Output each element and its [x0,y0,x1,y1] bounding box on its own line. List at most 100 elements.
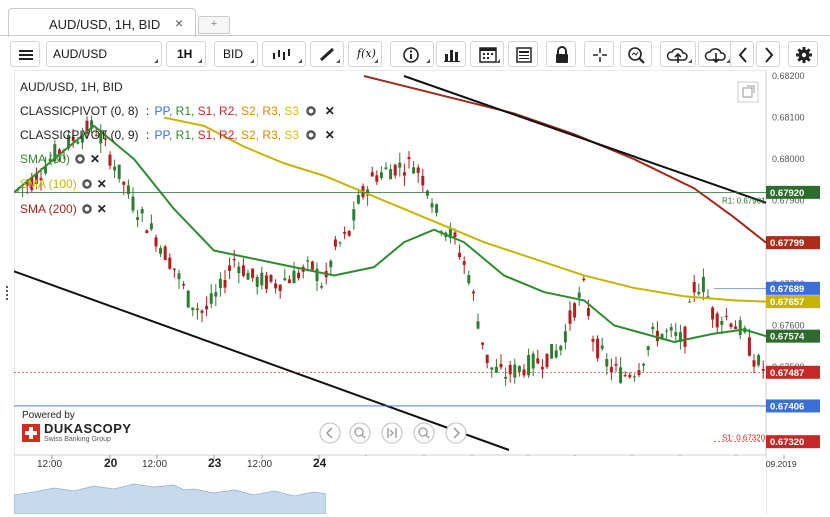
gear-icon[interactable] [305,105,318,117]
close-icon[interactable]: ✕ [324,128,335,142]
candle [559,344,563,356]
scroll-left-button[interactable] [730,41,754,67]
pivot-item-s1: S1, [197,104,220,118]
branding: Powered by DUKASCOPY Swiss Banking Group [22,410,132,444]
side-value: BID [223,47,244,61]
candle [21,186,25,198]
calendar-button[interactable] [470,41,504,67]
close-icon[interactable]: × [175,15,184,31]
legend-pivot-2[interactable]: CLASSICPIVOT (0, 9) : PP, R1, S1, R2, S2… [20,128,335,142]
candle [172,268,176,278]
close-icon[interactable]: ✕ [324,104,335,118]
channel-lower-line[interactable] [13,270,510,451]
price-badge: 0.67799 [766,236,820,250]
candle [255,274,259,295]
upload-button[interactable] [660,41,696,67]
candle [34,167,38,190]
scroll-right-button[interactable] [756,41,780,67]
price-chart[interactable]: 0.682000.681000.680000.679000.678000.677… [13,69,826,515]
settings-button[interactable] [788,41,818,67]
chart-type-button[interactable] [262,41,306,67]
candle [596,335,600,362]
candle [159,245,163,258]
draw-tool-button[interactable] [310,41,344,67]
instrument-select[interactable]: AUD/USD [46,41,162,67]
candle [591,335,595,352]
chart-tab[interactable]: AUD/USD, 1H, BID × [8,8,196,37]
candle [513,358,517,384]
sma-label: SMA (50) [20,152,71,166]
candle [71,128,75,148]
legend-sma-0[interactable]: SMA (50) ✕ [20,152,100,166]
close-icon[interactable]: ✕ [96,202,107,216]
crosshair-button[interactable] [584,41,614,67]
price-tick-label: 0.67900 [772,196,805,206]
candle [149,214,153,231]
nav-back-icon[interactable] [319,422,341,444]
candle [462,256,466,274]
indicators-button[interactable]: f(x) [348,41,382,67]
pivot-2-sep: : [145,128,150,142]
candle [458,244,462,260]
reset-icon[interactable] [381,422,403,444]
candle [30,172,34,193]
candle [398,152,402,177]
zoom-in-icon[interactable] [413,422,435,444]
sma-label: SMA (100) [20,177,77,191]
candle [85,116,89,140]
day-label: 20 [104,456,118,470]
dropdown-corner-icon [726,59,730,63]
drag-handle[interactable] [6,286,11,300]
legend-sma-2[interactable]: SMA (200) ✕ [20,202,107,216]
volume-button[interactable] [436,41,466,67]
candle [678,324,682,350]
time-label: 12:00 [247,459,272,470]
add-tab-button[interactable]: + [198,16,230,34]
candle [600,337,604,351]
expand-icon[interactable] [737,81,759,103]
info-button[interactable] [390,41,434,67]
gear-icon[interactable] [80,178,93,190]
gear-icon[interactable] [80,203,93,215]
candle [163,244,167,261]
dropdown-corner-icon [426,59,430,63]
channel-upper-line[interactable] [403,75,767,204]
download-button[interactable] [698,41,734,67]
swiss-cross-logo [22,424,40,442]
lock-button[interactable] [546,41,576,67]
gear-icon[interactable] [305,129,318,141]
candle [241,258,245,278]
candle [724,307,728,321]
price-badge: 0.67320 [766,435,820,449]
time-label: 12:00 [37,459,62,470]
candle [467,270,471,286]
gear-icon[interactable] [74,153,87,165]
candle [522,363,526,378]
pivot-1-sep: : [145,104,150,118]
navigator-window[interactable] [326,456,766,514]
candle [471,289,475,301]
candle [582,276,586,282]
svg-text:0.67574: 0.67574 [770,332,805,343]
close-icon[interactable]: ✕ [96,177,107,191]
candle [632,373,636,382]
time-label: 12:00 [142,459,167,470]
candle [554,344,558,359]
zoom-out-icon[interactable] [349,422,371,444]
legend-pivot-1[interactable]: CLASSICPIVOT (0, 8) : PP, R1, S1, R2, S2… [20,104,335,118]
news-button[interactable] [508,41,538,67]
dropdown-corner-icon [154,59,158,63]
legend-sma-1[interactable]: SMA (100) ✕ [20,177,107,191]
candle [706,289,710,299]
candle [320,282,324,290]
zoom-button[interactable] [620,41,652,67]
close-icon[interactable]: ✕ [90,152,101,166]
candle [614,356,618,372]
nav-forward-icon[interactable] [445,422,467,444]
menu-button[interactable] [10,41,40,67]
candle [476,313,480,330]
side-select[interactable]: BID [214,41,258,67]
chart-area[interactable]: 0.682000.681000.680000.679000.678000.677… [13,69,826,515]
period-select[interactable]: 1H [166,41,206,67]
candle [154,234,158,252]
